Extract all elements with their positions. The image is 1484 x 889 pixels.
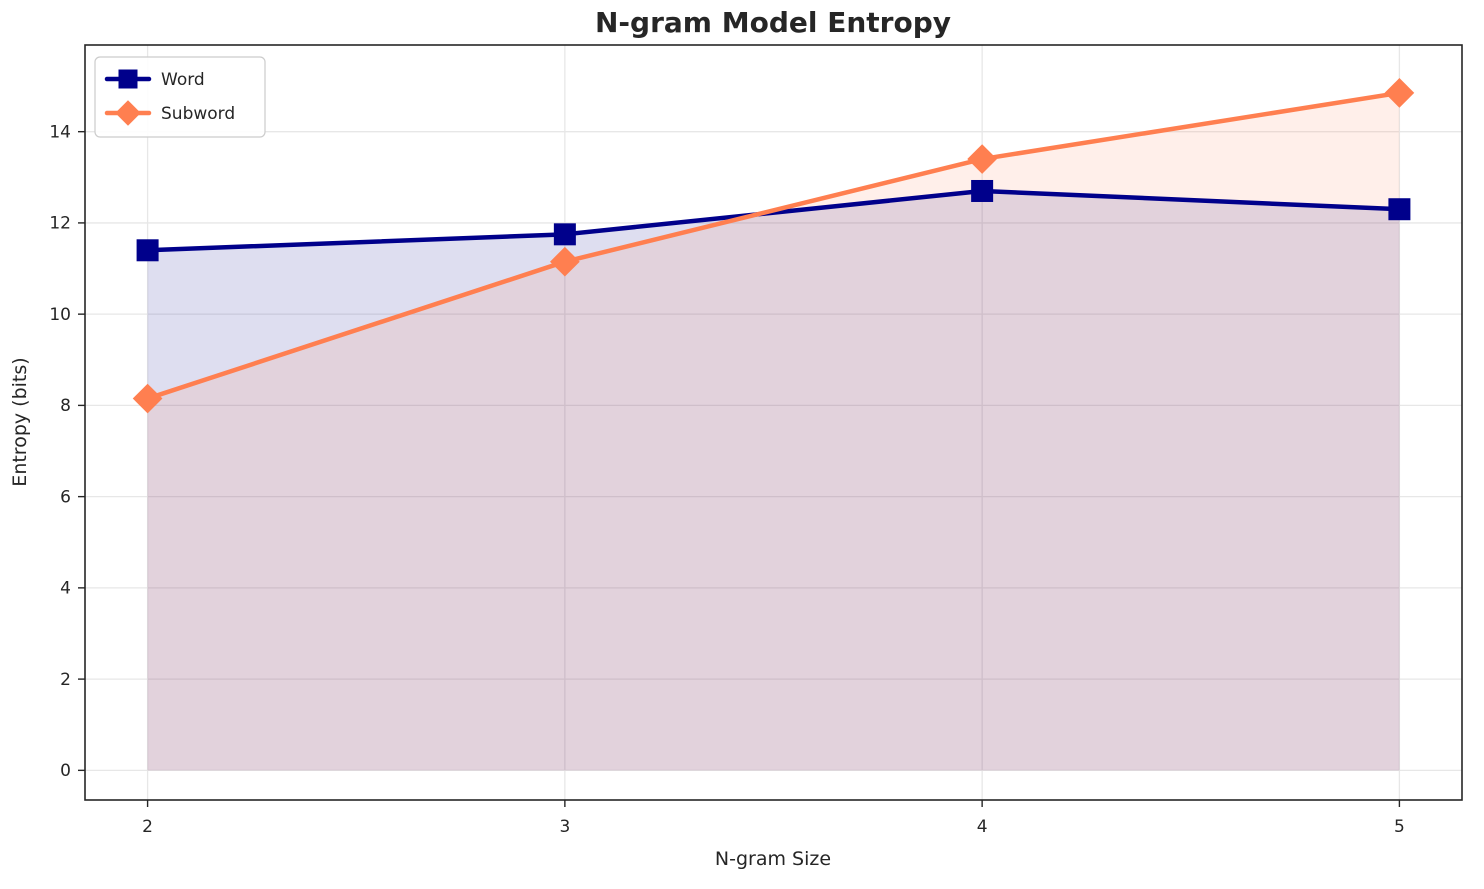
marker-square-word (1388, 198, 1411, 221)
y-axis-label: Entropy (bits) (9, 357, 31, 486)
marker-square-word (136, 239, 159, 262)
y-tick-label: 6 (60, 487, 71, 507)
series-area-subword (147, 92, 1400, 771)
x-tick-label: 5 (1394, 817, 1405, 837)
y-tick-label: 4 (60, 579, 71, 599)
y-tick-label: 14 (49, 122, 71, 142)
legend-item-label: Subword (161, 104, 235, 124)
x-tick-label: 3 (559, 817, 570, 837)
legend: Word Subword (94, 56, 266, 138)
y-tick-label: 12 (49, 214, 71, 234)
marker-square-word (971, 179, 994, 202)
legend-item-label: Word (161, 70, 205, 90)
y-tick-label: 0 (60, 761, 71, 781)
y-tick-label: 10 (49, 305, 71, 325)
y-tick-label: 2 (60, 670, 71, 690)
y-tick-label: 8 (60, 396, 71, 416)
plot-border (84, 44, 1463, 801)
plot-area: 2 3 4 5 0 2 4 6 8 10 12 14 (49, 44, 1463, 837)
x-axis-label: N-gram Size (715, 848, 831, 870)
x-tick-label: 4 (977, 817, 988, 837)
x-tick-label: 2 (142, 817, 153, 837)
marker-diamond-subword (1384, 78, 1415, 108)
series-line-subword (145, 90, 1402, 401)
legend-marker-square (118, 69, 138, 89)
marker-square-word (553, 223, 576, 246)
chart-title: N-gram Model Entropy (595, 6, 951, 39)
series-area-word (147, 190, 1400, 771)
